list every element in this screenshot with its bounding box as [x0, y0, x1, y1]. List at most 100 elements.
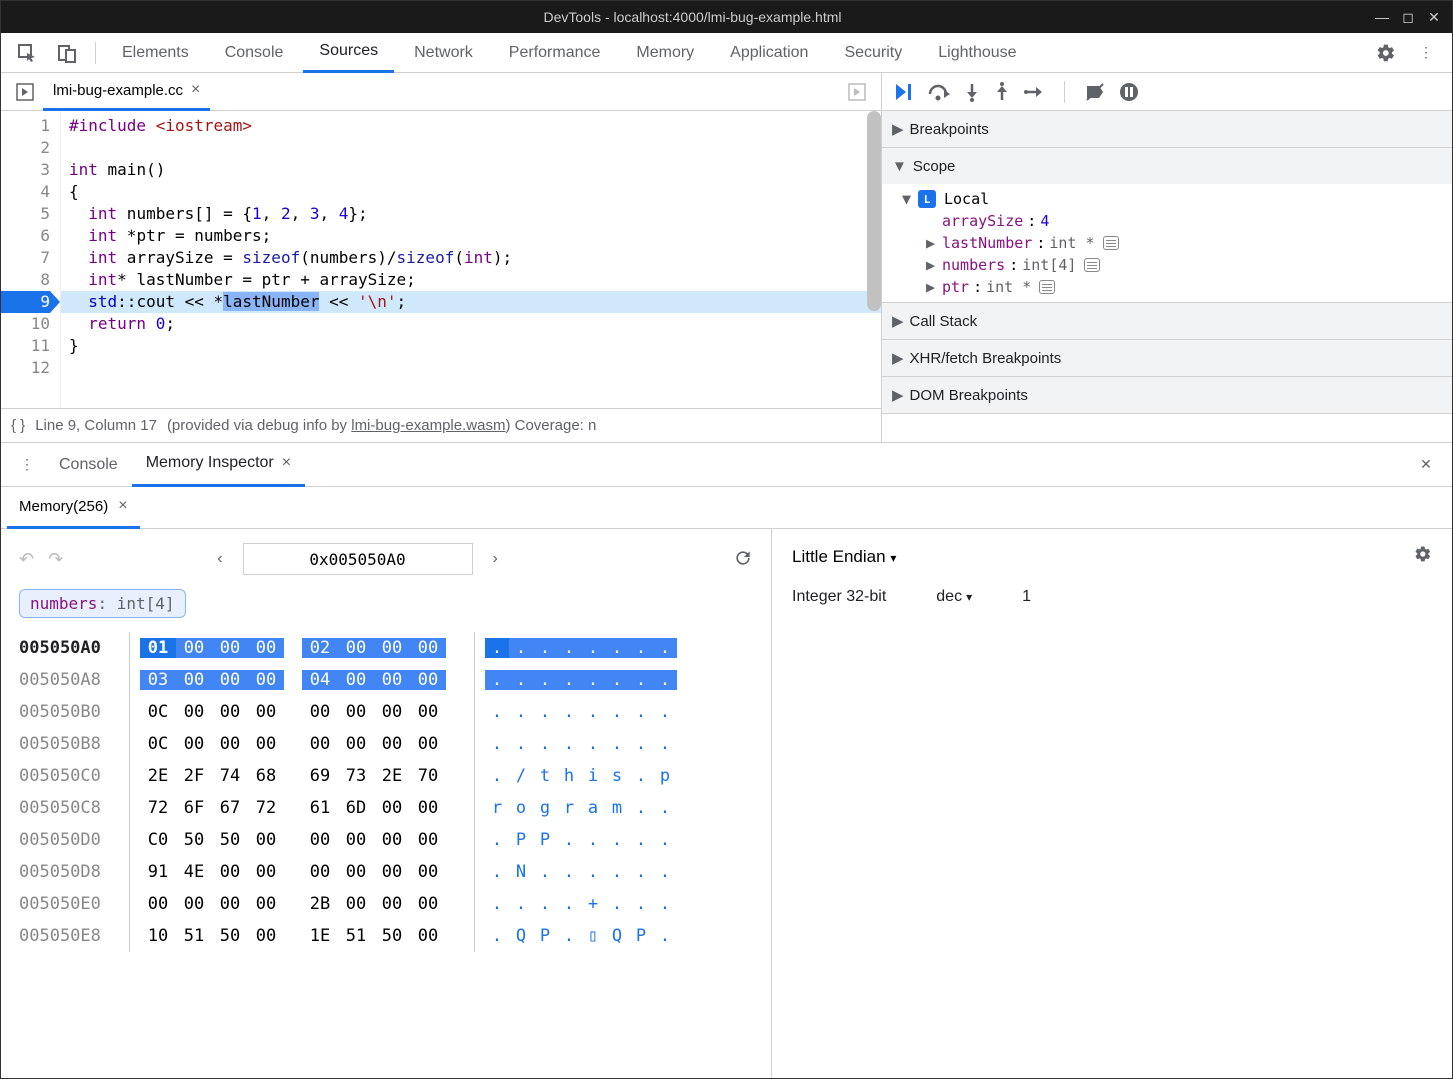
- hex-cell[interactable]: 51: [176, 926, 212, 946]
- ascii-cell[interactable]: g: [533, 798, 557, 818]
- device-toggle-icon[interactable]: [49, 35, 85, 71]
- hex-cell[interactable]: 0C: [140, 702, 176, 722]
- hex-cell[interactable]: 01: [140, 638, 176, 658]
- console-tab[interactable]: Console: [45, 443, 132, 487]
- ascii-cell[interactable]: .: [605, 702, 629, 722]
- resume-icon[interactable]: [894, 82, 914, 102]
- hex-cell[interactable]: 67: [212, 798, 248, 818]
- hex-cell[interactable]: 02: [302, 638, 338, 658]
- ascii-cell[interactable]: .: [653, 894, 677, 914]
- hex-cell[interactable]: 00: [410, 638, 446, 658]
- memory-chip[interactable]: numbers: int[4]: [19, 589, 186, 618]
- hex-cell[interactable]: 00: [140, 894, 176, 914]
- ascii-cell[interactable]: P: [629, 926, 653, 946]
- ascii-cell[interactable]: h: [557, 766, 581, 786]
- ascii-cell[interactable]: .: [629, 638, 653, 658]
- callstack-panel[interactable]: ▶Call Stack: [882, 303, 1452, 339]
- ascii-cell[interactable]: .: [509, 734, 533, 754]
- redo-icon[interactable]: ↷: [48, 549, 63, 570]
- hex-cell[interactable]: 00: [374, 702, 410, 722]
- scope-var[interactable]: ▶lastNumber: int *: [882, 232, 1452, 254]
- ascii-cell[interactable]: .: [509, 894, 533, 914]
- endian-select[interactable]: Little Endian ▾: [792, 547, 896, 567]
- ascii-cell[interactable]: r: [557, 798, 581, 818]
- address-input[interactable]: [243, 543, 473, 575]
- hex-cell[interactable]: 50: [212, 926, 248, 946]
- code-line[interactable]: #include <iostream>: [61, 115, 881, 137]
- minimize-button[interactable]: —: [1374, 9, 1390, 25]
- hex-cell[interactable]: 00: [212, 862, 248, 882]
- hex-cell[interactable]: 00: [248, 638, 284, 658]
- hex-cell[interactable]: 00: [338, 894, 374, 914]
- hex-cell[interactable]: 51: [338, 926, 374, 946]
- ascii-cell[interactable]: .: [605, 894, 629, 914]
- step-over-icon[interactable]: [928, 82, 950, 102]
- hex-cell[interactable]: 00: [374, 894, 410, 914]
- ascii-cell[interactable]: .: [653, 638, 677, 658]
- ascii-cell[interactable]: p: [653, 766, 677, 786]
- ascii-cell[interactable]: .: [629, 734, 653, 754]
- hex-cell[interactable]: 00: [176, 702, 212, 722]
- ascii-cell[interactable]: .: [653, 670, 677, 690]
- memory-tab[interactable]: Memory(256)×: [7, 487, 140, 529]
- ascii-cell[interactable]: .: [485, 670, 509, 690]
- ascii-cell[interactable]: .: [629, 766, 653, 786]
- hex-cell[interactable]: 00: [248, 926, 284, 946]
- ascii-cell[interactable]: Q: [605, 926, 629, 946]
- hex-cell[interactable]: 00: [176, 670, 212, 690]
- ascii-cell[interactable]: .: [485, 830, 509, 850]
- hex-cell[interactable]: 72: [140, 798, 176, 818]
- breakpoints-panel[interactable]: ▶Breakpoints: [882, 111, 1452, 147]
- ascii-cell[interactable]: P: [509, 830, 533, 850]
- settings-icon[interactable]: [1414, 545, 1432, 568]
- hex-cell[interactable]: 00: [212, 638, 248, 658]
- ascii-cell[interactable]: P: [533, 830, 557, 850]
- hex-cell[interactable]: 00: [410, 702, 446, 722]
- code-line[interactable]: [61, 357, 881, 379]
- hex-cell[interactable]: 00: [212, 894, 248, 914]
- hex-cell[interactable]: 00: [410, 670, 446, 690]
- code-line[interactable]: int *ptr = numbers;: [61, 225, 881, 247]
- hex-cell[interactable]: 50: [374, 926, 410, 946]
- hex-cell[interactable]: 00: [248, 734, 284, 754]
- braces-icon[interactable]: { }: [11, 417, 25, 434]
- ascii-cell[interactable]: .: [581, 638, 605, 658]
- hex-cell[interactable]: 00: [410, 830, 446, 850]
- close-drawer-icon[interactable]: ✕: [1408, 447, 1444, 483]
- int-format-select[interactable]: dec ▾: [936, 588, 972, 606]
- hex-cell[interactable]: 00: [248, 862, 284, 882]
- hex-cell[interactable]: 00: [212, 670, 248, 690]
- ascii-cell[interactable]: .: [533, 670, 557, 690]
- ascii-cell[interactable]: .: [653, 830, 677, 850]
- hex-cell[interactable]: 00: [338, 830, 374, 850]
- deactivate-breakpoints-icon[interactable]: [1085, 82, 1105, 102]
- ascii-cell[interactable]: .: [557, 926, 581, 946]
- ascii-cell[interactable]: .: [605, 862, 629, 882]
- close-icon[interactable]: ×: [118, 497, 127, 515]
- ascii-cell[interactable]: s: [605, 766, 629, 786]
- hex-cell[interactable]: 6D: [338, 798, 374, 818]
- hex-cell[interactable]: 61: [302, 798, 338, 818]
- ascii-cell[interactable]: .: [533, 894, 557, 914]
- hex-cell[interactable]: 00: [338, 638, 374, 658]
- ascii-cell[interactable]: +: [581, 894, 605, 914]
- memory-icon[interactable]: [1103, 236, 1119, 250]
- hex-cell[interactable]: 00: [338, 862, 374, 882]
- ascii-cell[interactable]: a: [581, 798, 605, 818]
- hex-cell[interactable]: 2F: [176, 766, 212, 786]
- tab-memory[interactable]: Memory: [620, 33, 710, 73]
- code-line[interactable]: }: [61, 335, 881, 357]
- code-line[interactable]: int numbers[] = {1, 2, 3, 4};: [61, 203, 881, 225]
- hex-cell[interactable]: 2B: [302, 894, 338, 914]
- step-out-icon[interactable]: [994, 82, 1010, 102]
- ascii-cell[interactable]: .: [533, 734, 557, 754]
- ascii-cell[interactable]: .: [557, 894, 581, 914]
- code-line[interactable]: int* lastNumber = ptr + arraySize;: [61, 269, 881, 291]
- hex-cell[interactable]: 10: [140, 926, 176, 946]
- ascii-cell[interactable]: .: [485, 926, 509, 946]
- ascii-cell[interactable]: i: [581, 766, 605, 786]
- wasm-link[interactable]: lmi-bug-example.wasm: [351, 417, 505, 434]
- dom-panel[interactable]: ▶DOM Breakpoints: [882, 377, 1452, 413]
- hex-cell[interactable]: 68: [248, 766, 284, 786]
- ascii-cell[interactable]: .: [581, 830, 605, 850]
